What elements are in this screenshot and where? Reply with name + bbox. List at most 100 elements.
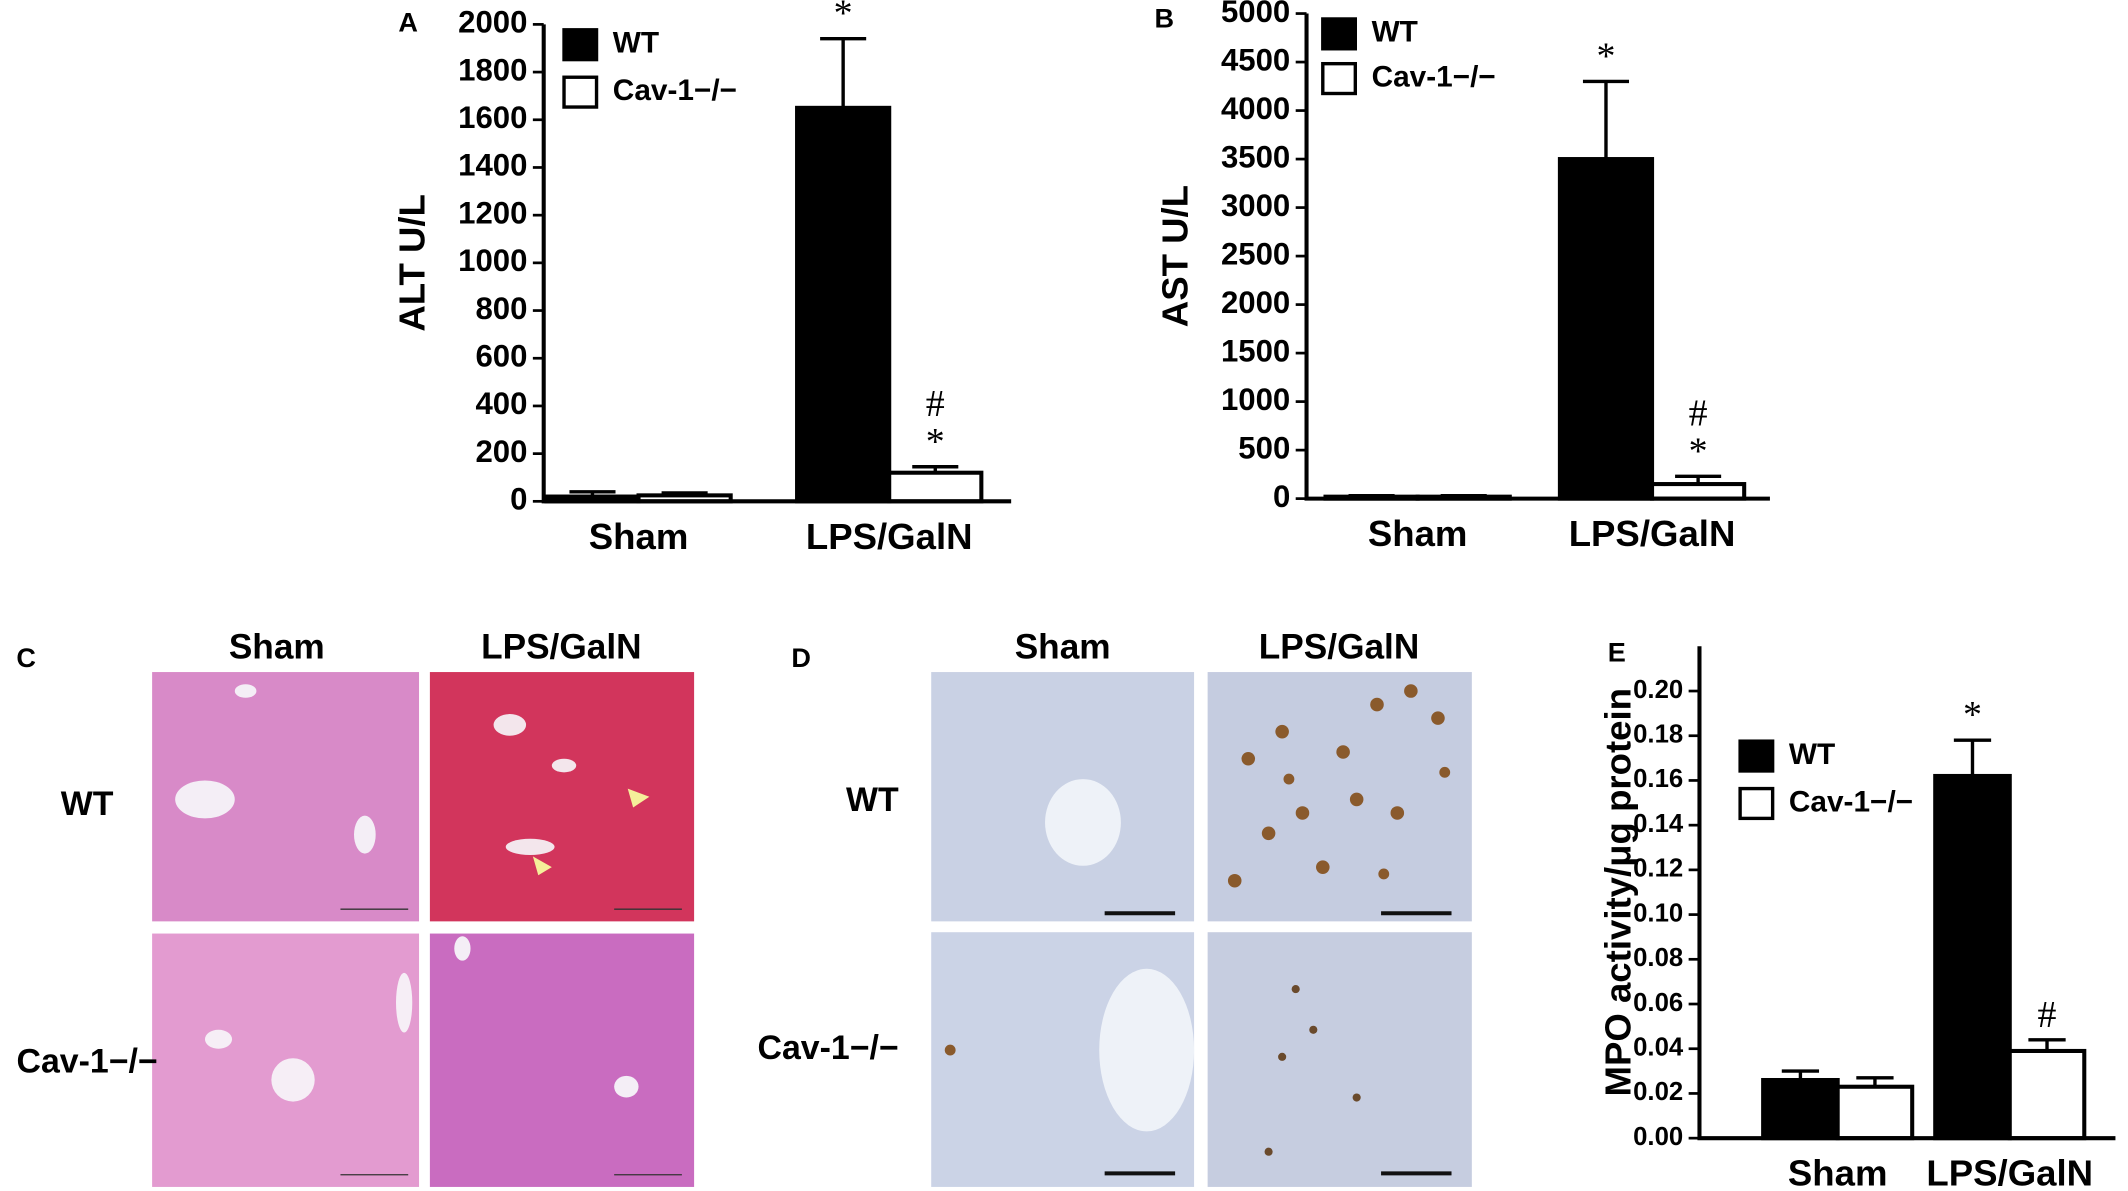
panel-label: E <box>1608 637 1626 668</box>
y-tick-label: 4500 <box>1221 42 1290 77</box>
legend-label: WT <box>613 27 659 60</box>
y-tick-label: 0.20 <box>1633 676 1683 704</box>
axes <box>1697 646 2116 1141</box>
micrograph <box>1207 932 1472 1187</box>
y-tick-label: 0.18 <box>1633 721 1683 749</box>
axes <box>1304 13 1770 501</box>
x-tick-label: Sham <box>1788 1153 1888 1191</box>
significance-marker: # <box>926 383 945 425</box>
y-tick-label: 0.16 <box>1633 765 1683 793</box>
micrograph <box>1207 672 1472 922</box>
legend-label: Cav-1−/− <box>1372 60 1496 93</box>
significance-marker: # <box>2038 994 2057 1036</box>
row-label: WT <box>846 781 899 819</box>
y-tick-label: 0.12 <box>1633 855 1683 883</box>
column-label: Sham <box>229 627 325 666</box>
error-bar <box>1856 1076 1894 1087</box>
y-tick-label: 4000 <box>1221 91 1290 126</box>
y-tick-label: 1000 <box>458 243 527 278</box>
y-tick-label: 0 <box>510 482 527 517</box>
y-tick-label: 1500 <box>1221 333 1290 368</box>
legend-swatch <box>562 28 599 62</box>
significance-marker: * <box>926 421 945 463</box>
y-tick-label: 0.14 <box>1633 810 1684 838</box>
bar <box>1761 1077 1840 1141</box>
y-axis-label: MPO activity/μg protein <box>1598 688 1639 1097</box>
legend-label: Cav-1−/− <box>1789 785 1913 818</box>
error-bar <box>1582 79 1630 160</box>
error-bar <box>1953 738 1992 776</box>
x-tick-label: LPS/GalN <box>1926 1153 2093 1191</box>
y-tick-label: 2000 <box>1221 285 1290 320</box>
x-tick-label: Sham <box>589 516 689 557</box>
bar <box>1933 773 2012 1141</box>
x-tick-label: LPS/GalN <box>1569 513 1736 554</box>
y-tick-label: 600 <box>475 338 527 373</box>
error-bar <box>820 37 867 108</box>
significance-marker: * <box>1689 430 1708 472</box>
row-label: Cav-1−/− <box>16 1043 157 1081</box>
panel-label: D <box>791 642 811 673</box>
column-label: LPS/GalN <box>481 627 641 666</box>
legend-swatch <box>1321 61 1358 96</box>
significance-marker: * <box>1963 694 1982 736</box>
y-tick-label: 5000 <box>1221 0 1290 29</box>
axes <box>541 24 1012 504</box>
y-axis-label: ALT U/L <box>392 194 433 331</box>
y-tick-label: 1400 <box>458 148 527 183</box>
error-bar <box>1675 474 1722 485</box>
bar <box>2007 1048 2087 1141</box>
y-tick-label: 1800 <box>458 52 527 87</box>
y-tick-label: 1000 <box>1221 382 1290 417</box>
micrograph <box>429 672 695 922</box>
x-tick-label: LPS/GalN <box>806 516 973 557</box>
y-tick-label: 0.06 <box>1633 989 1683 1017</box>
legend-swatch <box>1321 17 1358 51</box>
y-tick-label: 3500 <box>1221 139 1290 174</box>
bar <box>1650 482 1747 501</box>
bar <box>795 105 892 504</box>
y-tick-label: 0 <box>1273 479 1290 514</box>
x-tick-label: Sham <box>1368 513 1468 554</box>
y-tick-label: 200 <box>475 434 527 469</box>
panel-label: B <box>1154 2 1174 33</box>
bar <box>1835 1084 1915 1141</box>
legend-swatch <box>1738 786 1775 821</box>
micrograph <box>429 933 695 1187</box>
y-tick-label: 800 <box>475 291 527 326</box>
column-label: LPS/GalN <box>1259 627 1419 666</box>
panel-label: C <box>16 642 36 673</box>
significance-marker: * <box>834 0 853 35</box>
y-tick-label: 1600 <box>458 100 527 135</box>
error-bar <box>1781 1069 1820 1081</box>
y-axis-label: AST U/L <box>1154 185 1195 327</box>
y-tick-label: 400 <box>475 386 527 421</box>
y-tick-label: 0.02 <box>1633 1078 1683 1106</box>
y-tick-label: 3000 <box>1221 188 1290 223</box>
panel-c-images <box>152 672 695 1187</box>
error-bar <box>912 465 959 473</box>
column-label: Sham <box>1015 627 1111 666</box>
error-bar <box>569 490 616 497</box>
legend-label: Cav-1−/− <box>613 74 737 107</box>
panel-label: A <box>398 7 418 38</box>
y-tick-label: 0.10 <box>1633 899 1683 927</box>
panel-d-images <box>931 672 1472 1187</box>
legend-swatch <box>562 75 599 109</box>
significance-marker: # <box>1689 392 1708 434</box>
y-tick-label: 0.00 <box>1633 1123 1683 1151</box>
legend-label: WT <box>1372 16 1418 49</box>
significance-marker: * <box>1596 35 1615 77</box>
y-tick-label: 500 <box>1238 430 1290 465</box>
y-tick-label: 0.04 <box>1633 1034 1684 1062</box>
legend-swatch <box>1738 739 1775 773</box>
error-bar <box>2028 1038 2066 1051</box>
row-label: Cav-1−/− <box>758 1029 899 1067</box>
bar <box>1557 157 1655 501</box>
y-tick-label: 2500 <box>1221 236 1290 271</box>
row-label: WT <box>61 785 114 823</box>
y-tick-label: 1200 <box>458 195 527 230</box>
error-bar <box>661 491 708 496</box>
error-bar <box>1348 494 1395 498</box>
